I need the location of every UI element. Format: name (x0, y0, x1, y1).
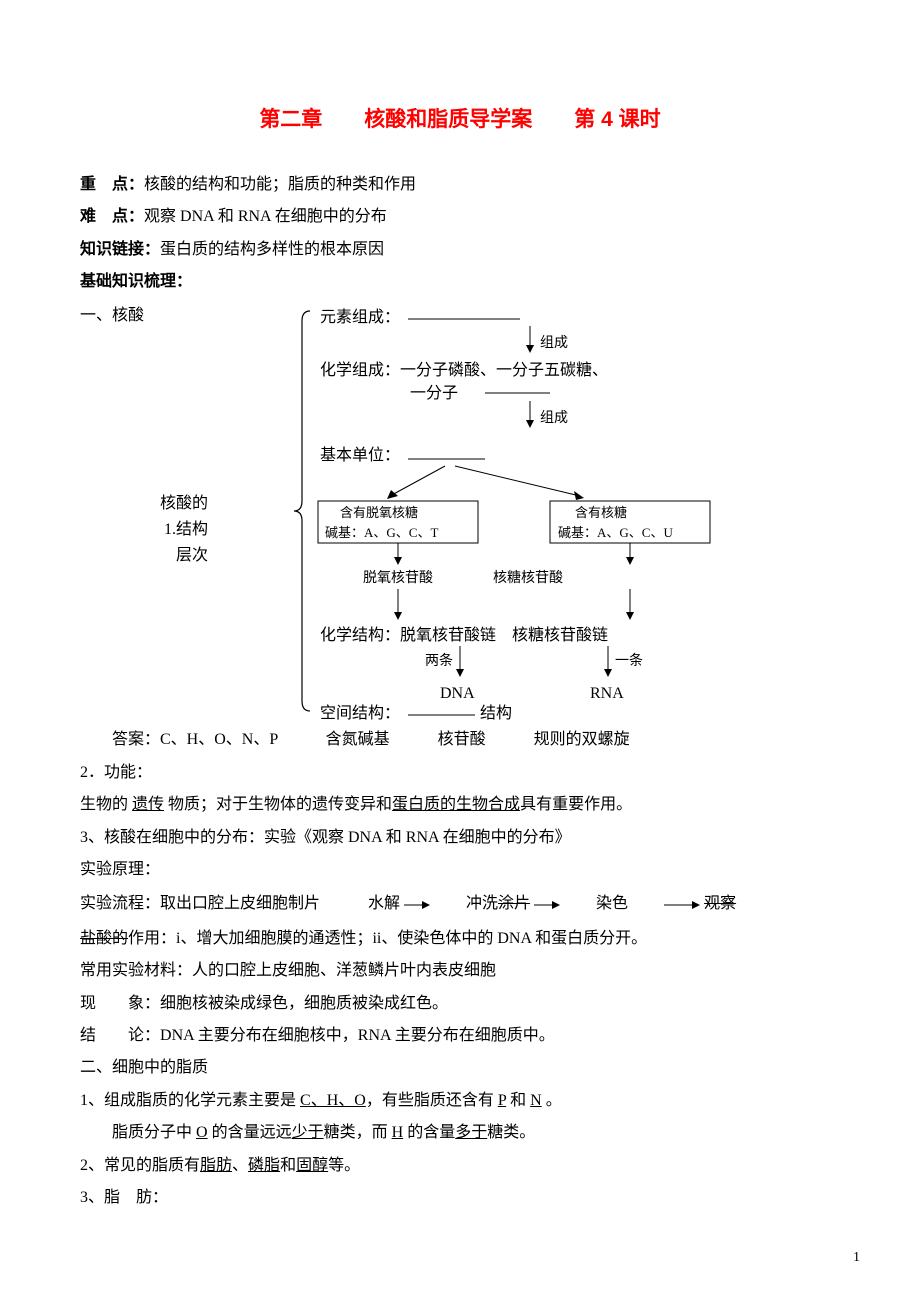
basics-heading: 基础知识梳理： (80, 267, 840, 297)
d-struct: 结构 (480, 699, 512, 729)
b11a: 1、组成脂质的化学元素主要是 (80, 1092, 300, 1109)
b9b: DNA 主要分布在细胞核中，RNA 主要分布在细胞质中。 (160, 1027, 555, 1044)
d-elem: 元素组成： (320, 303, 400, 333)
b12b: O (196, 1124, 208, 1141)
answer-line: 答案：C、H、O、N、P 含氮碱基 核苷酸 规则的双螺旋 (80, 725, 840, 755)
arrow-icon (662, 899, 702, 911)
b4: 实验原理： (80, 855, 840, 885)
difficulty-label: 难 (80, 202, 112, 232)
b5a: 实验流程：取出口腔上皮细胞制片 水解 (80, 889, 400, 919)
b5: 实验流程：取出口腔上皮细胞制片 水解 冲洗涂片 染色 观察 (80, 889, 736, 919)
b8b: 细胞核被染成绿色，细胞质被染成红色。 (160, 995, 448, 1012)
d-left2: 碱基：A、G、C、T (325, 521, 438, 546)
b13f: 固醇 (296, 1157, 328, 1174)
b2d: 蛋白质的生物合成 (392, 796, 520, 813)
b13g: 等。 (328, 1157, 360, 1174)
d-two: 两条 (425, 649, 453, 676)
key-point-colon: 点： (112, 176, 144, 193)
d-one: 一条 (615, 649, 643, 676)
b11e: 和 (506, 1092, 530, 1109)
b11b: C、H、O (300, 1092, 366, 1109)
key-point-text: 核酸的结构和功能；脂质的种类和作用 (144, 176, 416, 193)
difficulty-colon: 点： (112, 208, 144, 225)
b5c: 涂片 (498, 889, 530, 919)
side-2: 1.结构 (160, 517, 208, 543)
d-dna: DNA (440, 679, 475, 709)
difficulty-row: 难点：观察 DNA 和 RNA 在细胞中的分布 (80, 202, 840, 232)
b11d: P (498, 1092, 506, 1109)
b13c: 、 (232, 1157, 248, 1174)
b7: 常用实验材料：人的口腔上皮细胞、洋葱鳞片叶内表皮细胞 (80, 956, 840, 986)
b5e: 观察 (704, 889, 736, 919)
b12c: 的含量远远 (208, 1124, 292, 1141)
d-chain: 化学结构：脱氧核苷酸链 核糖核苷酸链 (320, 621, 608, 651)
link-label: 知识链接： (80, 241, 160, 258)
b13a: 2、常见的脂质有 (80, 1157, 200, 1174)
b13d: 磷脂 (248, 1157, 280, 1174)
b12: 脂质分子中 O 的含量远远少于糖类，而 H 的含量多于糖类。 (80, 1118, 840, 1148)
b8a: 现 象： (80, 995, 160, 1012)
b12d: 少于 (292, 1124, 324, 1141)
d-dn: 脱氧核苷酸 (363, 566, 433, 593)
nucleic-acid-diagram: 一、核酸 (80, 301, 840, 721)
b8: 现 象：细胞核被染成绿色，细胞质被染成红色。 (80, 989, 840, 1019)
b12f: H (392, 1124, 404, 1141)
b12a: 脂质分子中 (80, 1124, 196, 1141)
b11g: 。 (542, 1092, 562, 1109)
link-row: 知识链接：蛋白质的结构多样性的根本原因 (80, 235, 840, 265)
d-zucheng1: 组成 (540, 331, 568, 358)
b6a: 盐酸的 (80, 930, 128, 947)
b13b: 脂肪 (200, 1157, 232, 1174)
b6b: 作用：i、增大加细胞膜的通透性；ii、使染色体中的 DNA 和蛋白质分开。 (128, 930, 647, 947)
link-text: 蛋白质的结构多样性的根本原因 (160, 241, 384, 258)
b9: 结 论：DNA 主要分布在细胞核中，RNA 主要分布在细胞质中。 (80, 1021, 840, 1051)
d-chem2: 一分子 (410, 379, 458, 409)
b12g: 的含量 (403, 1124, 455, 1141)
b9a: 结 论： (80, 1027, 160, 1044)
b12i: 糖类。 (487, 1124, 535, 1141)
b2b: 遗传 (132, 796, 164, 813)
b11c: ，有些脂质还含有 (366, 1092, 498, 1109)
arrow-icon (402, 899, 432, 911)
b12e: 糖类，而 (324, 1124, 392, 1141)
page-title: 第二章 核酸和脂质导学案 第 4 课时 (80, 100, 840, 140)
side-1: 核酸的 (160, 491, 208, 517)
b1: 2．功能： (80, 758, 840, 788)
d-space: 空间结构： (320, 699, 400, 729)
key-point-row: 重点：核酸的结构和功能；脂质的种类和作用 (80, 170, 840, 200)
b11f: N (530, 1092, 542, 1109)
side-label: 核酸的 1.结构 层次 (160, 491, 208, 568)
b12h: 多于 (455, 1124, 487, 1141)
b14: 3、脂 肪： (80, 1183, 840, 1213)
d-rn: 核糖核苷酸 (493, 566, 563, 593)
b2c: 物质；对于生物体的遗传变异和 (164, 796, 392, 813)
b13: 2、常见的脂质有脂肪、磷脂和固醇等。 (80, 1151, 840, 1181)
page-number: 1 (853, 1245, 860, 1272)
b5b: 冲洗 (434, 889, 498, 919)
d-right2: 碱基：A、G、C、U (558, 521, 673, 546)
arrow-icon (532, 899, 562, 911)
difficulty-text: 观察 DNA 和 RNA 在细胞中的分布 (144, 208, 387, 225)
d-rna: RNA (590, 679, 624, 709)
b2e: 具有重要作用。 (520, 796, 632, 813)
b11: 1、组成脂质的化学元素主要是 C、H、O，有些脂质还含有 P 和 N 。 (80, 1086, 840, 1116)
b5d: 染色 (564, 889, 660, 919)
key-point-label: 重 (80, 170, 112, 200)
d-base: 基本单位： (320, 441, 400, 471)
d-chem: 化学组成：一分子磷酸、一分子五碳糖、 (320, 356, 608, 386)
b3: 3、核酸在细胞中的分布：实验《观察 DNA 和 RNA 在细胞中的分布》 (80, 823, 840, 853)
d-zucheng2: 组成 (540, 406, 568, 433)
b2: 生物的 遗传 物质；对于生物体的遗传变异和蛋白质的生物合成具有重要作用。 (80, 790, 840, 820)
b2a: 生物的 (80, 796, 132, 813)
b13e: 和 (280, 1157, 296, 1174)
b10: 二、细胞中的脂质 (80, 1053, 840, 1083)
side-3: 层次 (160, 543, 208, 569)
b6: 盐酸的作用：i、增大加细胞膜的通透性；ii、使染色体中的 DNA 和蛋白质分开。 (80, 924, 840, 954)
section-one-label: 一、核酸 (80, 301, 144, 331)
